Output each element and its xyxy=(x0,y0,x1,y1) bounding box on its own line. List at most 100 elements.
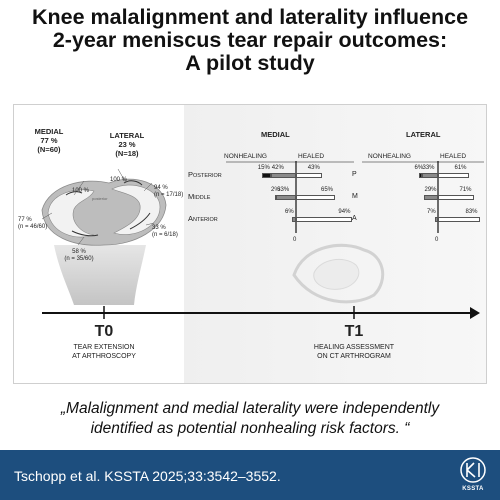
title-line-3: A pilot study xyxy=(185,51,315,75)
medial-chart-title: MEDIAL xyxy=(261,130,290,139)
annotation-33-pct: 33 % xyxy=(152,225,166,231)
annotation-58-n: (n = 35/60) xyxy=(64,256,94,262)
tear-arrow-lateral-anterior xyxy=(129,212,151,230)
leader-line-58 xyxy=(77,236,85,246)
tibial-plateau-illustration xyxy=(41,168,167,305)
footer-bar: Tschopp et al. KSSTA 2025;33:3542–3552. … xyxy=(0,450,500,500)
timepoint-t0: T0 xyxy=(94,323,114,340)
title-line-1: Knee malalignment and laterality influen… xyxy=(31,5,469,29)
leader-line-77 xyxy=(41,212,53,220)
t1-description-line1: HEALING ASSESSMENT xyxy=(313,344,395,351)
leader-line-94 xyxy=(143,182,153,192)
leader-line-100-medial xyxy=(73,180,85,196)
tear-arrow-medial-posterior xyxy=(65,191,83,196)
medial_chart-label-healed-2: 94% xyxy=(338,209,351,215)
medial-healed-header: HEALED xyxy=(298,153,325,160)
lateral_chart-bar-black-0 xyxy=(418,173,422,178)
annotation-77: 77 % (n = 46/60) xyxy=(18,217,47,231)
medial_chart-label-black-0: 15% xyxy=(257,165,270,171)
lateral-nonhealing-header: NONHEALING xyxy=(368,153,411,160)
medial_chart-row-label-rest-0: OSTERIOR xyxy=(193,173,222,179)
lateral_chart-row-label-0: P xyxy=(352,171,357,178)
tibia-bone-shape xyxy=(54,245,146,305)
medial-label: MEDIAL xyxy=(34,127,64,136)
annotation-77-n: (n = 46/60) xyxy=(18,224,48,230)
medial-meniscus-shape xyxy=(47,189,95,238)
key-finding-quote: „Malalignment and medial laterality were… xyxy=(20,399,480,439)
lateral_chart-bar-healed-2 xyxy=(438,217,480,222)
medial_chart-bar-gray-2 xyxy=(292,217,296,222)
lateral_chart-bar-gray-0 xyxy=(421,173,438,178)
leader-line-33 xyxy=(145,222,155,226)
medial_chart-row-label-rest-2: NTERIOR xyxy=(193,217,218,223)
lateral_chart-label-gray-0: 33% xyxy=(422,165,435,171)
t0-description-line2: AT ARTHROSCOPY xyxy=(72,353,136,360)
t0-description-line1: TEAR EXTENSION xyxy=(73,344,135,351)
t1-description-line2: ON CT ARTHROGRAM xyxy=(317,353,391,360)
medial_chart-label-healed-1: 65% xyxy=(321,187,334,193)
lateral-n: (N=18) xyxy=(115,149,139,158)
lateral_chart-label-gray-1: 29% xyxy=(424,187,437,193)
medial_chart-bar-healed-2 xyxy=(296,217,353,222)
medial_chart-row-label-2: ANTERIOR xyxy=(188,215,218,224)
annotation-94: 94 % (n = 17/18) xyxy=(154,185,183,199)
medial-nonhealing-header: NONHEALING xyxy=(224,153,267,160)
medial_chart-row-label-rest-1: IDDLE xyxy=(194,195,211,201)
tear-arrow-medial-anterior xyxy=(71,230,99,237)
medial-percent: 77 % xyxy=(40,136,58,145)
timeline-line xyxy=(42,312,472,314)
medial-zero-label: 0 xyxy=(293,237,297,243)
medial_chart-row-label-1: MIDDLE xyxy=(188,193,210,202)
lateral_chart-row-label-2: A xyxy=(352,215,357,222)
medial_chart-label-black-1: 2% xyxy=(271,187,280,193)
t1-description: HEALING ASSESSMENT ON CT ARTHROGRAM xyxy=(304,343,404,361)
kssta-logo-text: KSSTA xyxy=(462,486,484,492)
lateral_chart-label-gray-2: 7% xyxy=(427,209,436,215)
faded-knee-illustration xyxy=(292,243,385,304)
lateral-outcome-chart: LATERAL NONHEALING HEALED 0 P 6% 33% 61% M 29… xyxy=(352,127,486,259)
title-line-2: 2-year meniscus tear repair outcomes: xyxy=(52,28,448,52)
medial_chart-label-gray-1: 33% xyxy=(277,187,290,193)
medial_chart-bar-healed-0 xyxy=(296,173,322,178)
lateral_chart-label-black-0: 6% xyxy=(414,165,424,171)
medial_chart-bar-black-1 xyxy=(275,195,277,200)
lateral_chart-bar-healed-0 xyxy=(438,173,469,178)
medial_chart-bar-gray-0 xyxy=(270,173,296,178)
ct-arthrogram-background xyxy=(184,105,486,383)
lateral_chart-bar-healed-1 xyxy=(438,195,474,200)
quote-line-1: „Malalignment and medial laterality were… xyxy=(60,400,440,417)
medial_chart-bar-black-0 xyxy=(261,173,271,178)
lateral-share-label: LATERAL 23 % (N=18) xyxy=(102,131,152,158)
timeline-arrow-icon xyxy=(470,307,480,319)
medial_chart-label-gray-2: 6% xyxy=(285,209,294,215)
kssta-logo-icon xyxy=(460,457,486,483)
lateral-percent: 23 % xyxy=(118,140,136,149)
lateral_chart-row-label-1: M xyxy=(352,193,358,200)
lateral_chart-bar-gray-1 xyxy=(423,195,438,200)
lateral-zero-label: 0 xyxy=(435,237,439,243)
annotation-33: 33 % (n = 6/18) xyxy=(152,225,178,239)
annotation-94-n: (n = 17/18) xyxy=(154,192,184,198)
citation-text: Tschopp et al. KSSTA 2025;33:3542–3552. xyxy=(14,468,281,484)
quote-line-2: identified as potential nonhealing risk … xyxy=(90,420,410,437)
graphical-abstract-figure: MEDIAL 77 % (N=60) LATERAL 23 % (N=18) 1… xyxy=(13,104,487,384)
medial_chart-label-healed-0: 43% xyxy=(307,165,320,171)
lateral_chart-label-healed-0: 61% xyxy=(454,165,467,171)
lateral_chart-label-healed-2: 83% xyxy=(465,209,478,215)
posterior-small-label: posterior xyxy=(92,196,108,201)
annotation-58-pct: 58 % xyxy=(72,249,86,255)
poster-title: Knee malalignment and laterality influen… xyxy=(0,6,500,75)
leader-line-100-lateral xyxy=(117,168,127,184)
medial_chart-bar-healed-1 xyxy=(296,195,335,200)
lateral-label: LATERAL xyxy=(109,131,145,140)
t0-description: TEAR EXTENSION AT ARTHROSCOPY xyxy=(59,343,149,361)
lateral-meniscus-shape xyxy=(111,184,161,235)
annotation-58: 58 % (n = 35/60) xyxy=(54,249,104,263)
medial_chart-row-label-0: POSTERIOR xyxy=(188,171,222,180)
timepoint-t1: T1 xyxy=(344,323,364,340)
medial-n: (N=60) xyxy=(37,145,61,154)
annotation-100-lateral: 100 % xyxy=(110,177,128,183)
medial-share-label: MEDIAL 77 % (N=60) xyxy=(24,127,74,154)
medial-outcome-chart: MEDIAL NONHEALING HEALED 0 POSTERIOR 15% 4… xyxy=(186,127,356,259)
lateral-healed-header: HEALED xyxy=(440,153,467,160)
